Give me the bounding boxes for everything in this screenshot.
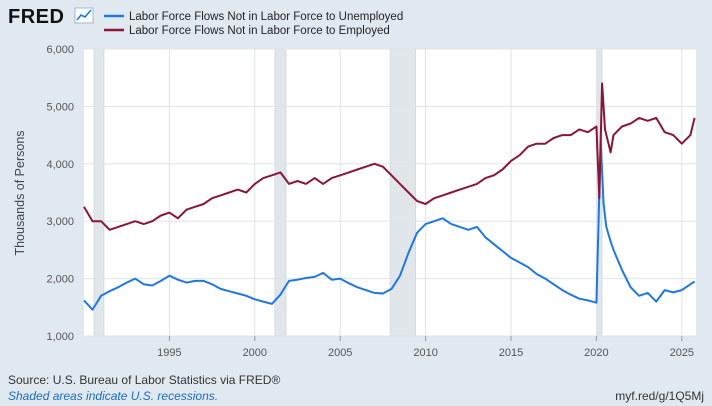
x-tick-label: 2020 (584, 347, 608, 359)
recession-note: Shaded areas indicate U.S. recessions. (8, 389, 218, 403)
legend-label-unemployed: Labor Force Flows Not in Labor Force to … (129, 11, 403, 23)
x-tick-label: 2015 (499, 347, 523, 359)
chart-line-icon (74, 7, 94, 24)
grid-lines (84, 48, 696, 337)
x-tick-label: 2000 (243, 347, 267, 359)
y-axis-ticks: 1,000 2,000 3,000 4,000 5,000 6,000 (46, 44, 74, 343)
series-lines (83, 82, 696, 311)
fred-logo[interactable]: FRED (8, 6, 64, 28)
y-tick-label: 1,000 (46, 331, 74, 343)
legend: Labor Force Flows Not in Labor Force to … (104, 11, 403, 37)
short-link[interactable]: myf.red/g/1Q5Mj (615, 389, 704, 403)
x-tick-label: 2025 (670, 347, 694, 359)
recession-band-2 (389, 48, 417, 337)
y-axis-title: Thousands of Persons (13, 130, 27, 255)
source-text: Source: U.S. Bureau of Labor Statistics … (8, 373, 280, 387)
recession-band-0 (93, 48, 105, 337)
x-tick-label: 1995 (157, 347, 181, 359)
y-tick-label: 6,000 (46, 44, 74, 56)
y-tick-label: 2,000 (46, 274, 74, 286)
y-tick-label: 4,000 (46, 159, 74, 171)
x-tick-label: 2010 (413, 347, 437, 359)
series-line-employed (83, 82, 696, 231)
y-tick-label: 5,000 (46, 101, 74, 113)
x-axis-ticks: 1995 2000 2005 2010 2015 2020 2025 (157, 336, 694, 359)
legend-label-employed: Labor Force Flows Not in Labor Force to … (129, 25, 390, 37)
y-tick-label: 3,000 (46, 216, 74, 228)
series-line-unemployed (83, 139, 696, 311)
x-tick-label: 2005 (328, 347, 352, 359)
